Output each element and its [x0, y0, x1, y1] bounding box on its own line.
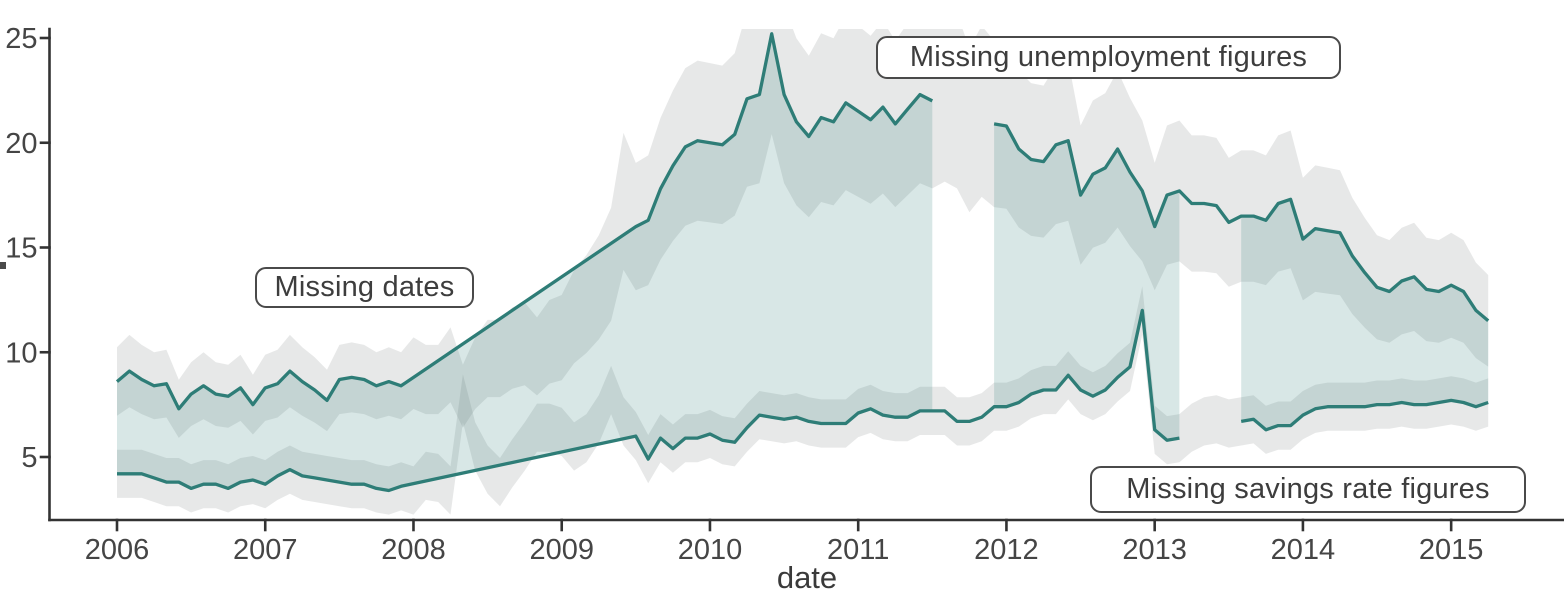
unemployment-line-segment-0	[115, 32, 934, 411]
annotation-missing-unemployment-label: Missing unemployment figures	[909, 41, 1308, 73]
x-tick-label-2006: 2006	[85, 534, 150, 566]
teal-band-segment-2	[1241, 199, 1489, 430]
annotation-missing-savings: Missing savings rate figures	[1090, 466, 1526, 513]
x-tick-label-2008: 2008	[381, 534, 446, 566]
teal-band-segment-1	[994, 123, 1180, 441]
x-tick-label-2012: 2012	[974, 534, 1039, 566]
axes	[39, 27, 1564, 532]
x-tick-label-2013: 2013	[1122, 534, 1187, 566]
savings-line-segment-1	[1240, 398, 1489, 432]
annotation-missing-dates: Missing dates	[255, 267, 474, 308]
axis-tick-labels: 2006 2007 2008 2009 2010 2011 2012 2013 2014 2015…	[5, 23, 1483, 566]
y-tick-label-10: 10	[5, 337, 37, 369]
x-tick-label-2014: 2014	[1271, 534, 1336, 566]
y-tick-label-25: 25	[5, 23, 37, 55]
annotation-missing-savings-label: Missing savings rate figures	[1126, 473, 1490, 505]
y-tick-label-15: 15	[5, 233, 37, 265]
annotation-missing-unemployment: Missing unemployment figures	[876, 36, 1341, 79]
x-tick-label-2010: 2010	[678, 534, 743, 566]
x-tick-label-2011: 2011	[827, 534, 889, 566]
x-tick-label-2015: 2015	[1419, 534, 1484, 566]
plot-area	[115, 29, 1490, 515]
x-axis-title: date	[776, 560, 838, 595]
x-tick-label-2009: 2009	[529, 534, 594, 566]
unemployment-line-segment-1	[993, 122, 1490, 323]
gray-ribbon-unemployment	[117, 29, 1489, 438]
annotation-missing-dates-label: Missing dates	[274, 271, 455, 303]
y-tick-label-20: 20	[5, 128, 37, 160]
teal-band-segment-0	[117, 33, 933, 491]
clipped-y-axis-title-mark	[0, 262, 6, 269]
savings-line-segment-0	[117, 308, 1180, 493]
y-tick-label-5: 5	[21, 442, 37, 474]
x-tick-label-2007: 2007	[233, 534, 298, 566]
